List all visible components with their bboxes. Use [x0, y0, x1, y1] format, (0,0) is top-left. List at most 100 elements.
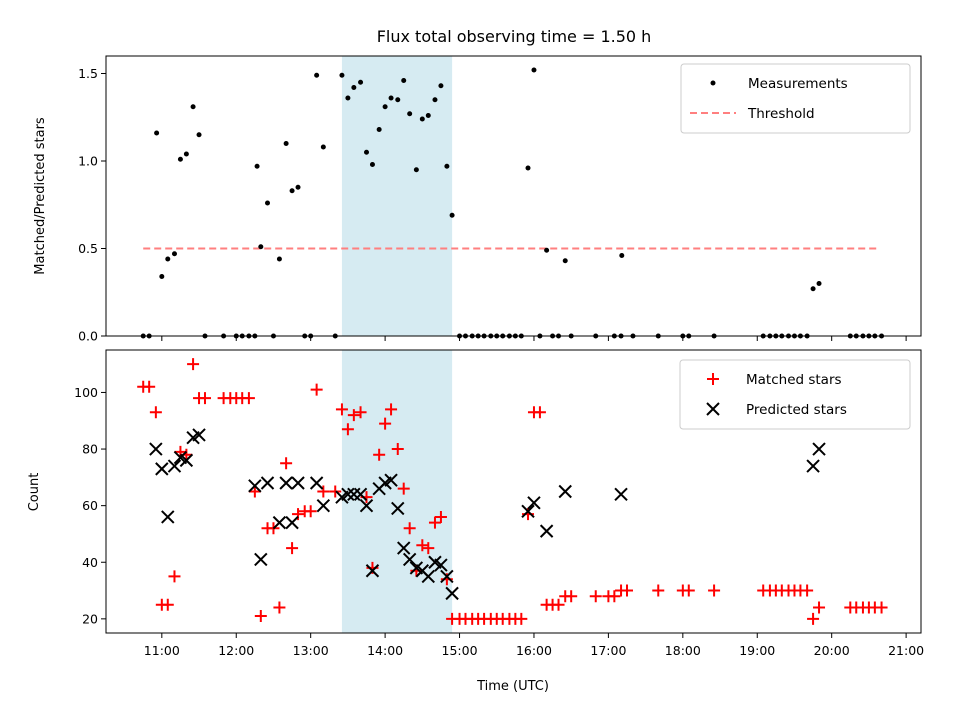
bottom-y-axis-label: Count [27, 473, 42, 512]
predicted-star-point [539, 524, 554, 538]
matched-star-point [428, 516, 441, 529]
predicted-star-point [149, 442, 163, 456]
matched-star-point [397, 482, 410, 495]
x-tick-label: 19:00 [739, 643, 775, 658]
top-shaded-interval [341, 56, 453, 336]
legend-measurements-marker [710, 80, 716, 86]
y-tick-label: 1.0 [78, 154, 98, 169]
predicted-star-point [812, 442, 826, 456]
predicted-star-point [167, 459, 182, 473]
matched-star-point [335, 403, 348, 416]
legend-predicted-marker [706, 402, 720, 416]
measurement-point [190, 104, 196, 110]
matched-star-point [187, 358, 200, 371]
top-panel: Flux total observing time = 1.50 h 0.0 0.… [33, 27, 922, 344]
predicted-star-point [434, 558, 448, 572]
predicted-star-point [353, 487, 368, 502]
measurement-point [425, 113, 431, 118]
matched-star-point [161, 598, 174, 611]
matched-star-point [813, 601, 826, 614]
matched-star-point [608, 590, 621, 603]
measurement-point [283, 141, 289, 146]
measurement-point [276, 256, 282, 262]
predicted-star-point [384, 473, 398, 487]
x-tick-label: 17:00 [590, 643, 626, 658]
matched-star-point [174, 445, 187, 458]
matched-star-point [310, 383, 323, 396]
top-x-ticks [161, 336, 907, 341]
measurement-point [320, 144, 326, 150]
predicted-star-point [309, 476, 324, 490]
matched-star-point [329, 485, 342, 498]
measurement-point [177, 156, 183, 162]
predicted-star-point [161, 510, 175, 524]
matched-star-point [286, 542, 299, 555]
matched-star-point [373, 448, 386, 461]
legend-matched-marker [707, 373, 719, 385]
predicted-star-point [155, 462, 169, 476]
predicted-star-point [445, 586, 459, 601]
matched-star-point [422, 542, 435, 555]
matched-star-point [379, 417, 392, 430]
top-axes-frame [105, 55, 922, 337]
matched-star-point [533, 406, 546, 419]
matched-star-point [347, 409, 360, 422]
predicted-star-point [179, 453, 194, 468]
matched-star-point [621, 584, 634, 597]
predicted-star-point [440, 569, 454, 584]
y-tick-label: 100 [74, 385, 98, 400]
count-points [137, 358, 888, 625]
measurement-point [295, 184, 301, 190]
bottom-x-ticks: 11:00 12:00 13:00 14:00 15:00 16:00 17:00 18:00… [144, 633, 924, 658]
measurement-point [449, 212, 455, 218]
matched-star-point [242, 392, 255, 405]
measurement-point [314, 72, 320, 78]
x-tick-label: 13:00 [293, 643, 329, 658]
y-tick-label: 40 [82, 555, 98, 570]
y-tick-label: 0.0 [78, 329, 98, 344]
top-legend-box [680, 63, 911, 134]
matched-star-point [317, 485, 330, 498]
predicted-star-point [527, 496, 541, 510]
predicted-star-point [291, 476, 305, 490]
series-predicted-stars [149, 428, 826, 601]
chart-title: Flux total observing time = 1.50 h [377, 27, 652, 46]
measurement-point [376, 127, 382, 132]
x-axis-label: Time (UTC) [476, 679, 549, 694]
predicted-star-point [391, 501, 405, 516]
top-legend: Measurements Threshold [680, 63, 911, 134]
y-tick-label: 0.5 [78, 241, 98, 256]
measurement-point [413, 167, 419, 173]
measurement-point [265, 200, 271, 206]
predicted-star-point [279, 476, 293, 490]
matched-star-point [198, 392, 211, 405]
matched-star-point [875, 601, 888, 614]
measurement-point [407, 111, 413, 117]
measurement-point [382, 104, 388, 110]
measurement-point [171, 251, 177, 257]
matched-star-point [273, 601, 286, 614]
measurement-point [562, 258, 568, 264]
matched-star-point [354, 406, 367, 419]
measurement-points [140, 67, 885, 339]
predicted-star-point [365, 564, 380, 578]
legend-measurements-label: Measurements [748, 76, 848, 92]
y-tick-label: 20 [82, 611, 98, 626]
measurement-point [619, 253, 625, 258]
matched-star-point [515, 612, 528, 625]
matched-star-point [248, 485, 261, 498]
matched-star-point [280, 457, 293, 470]
bottom-panel: 20 40 60 80 100 11:00 12:00 13:00 14:00 15:00 16:… [27, 349, 924, 694]
measurement-point [369, 162, 375, 167]
matched-star-point [403, 522, 416, 535]
predicted-star-point [558, 484, 572, 499]
measurement-point [339, 72, 345, 78]
bottom-legend: Matched stars Predicted stars [679, 359, 911, 430]
matched-star-point [341, 423, 354, 436]
matched-star-point [391, 443, 404, 456]
measurement-point [258, 244, 264, 250]
predicted-star-point [359, 498, 374, 513]
y-tick-label: 1.5 [78, 66, 98, 81]
matched-star-point [708, 584, 721, 597]
